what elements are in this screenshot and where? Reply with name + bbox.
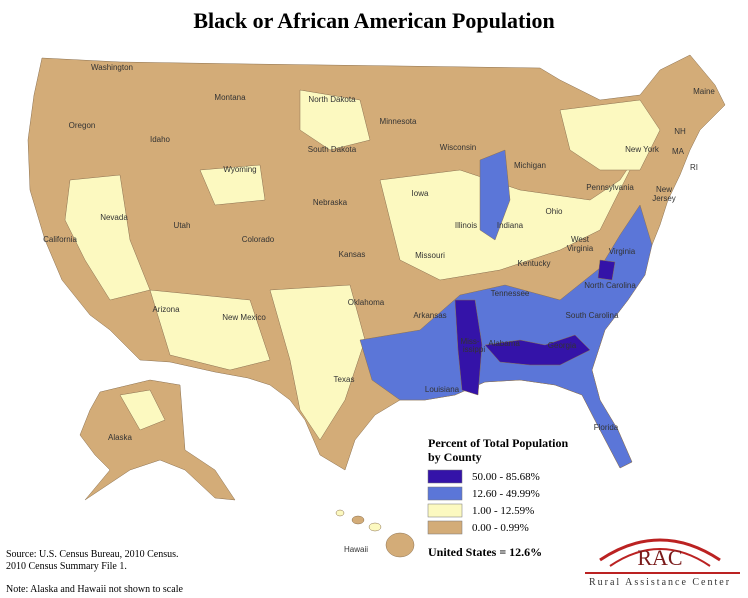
state-label: Arkansas <box>413 311 446 320</box>
legend-swatch <box>427 503 463 518</box>
yellow-region <box>149 289 271 371</box>
yellow-region <box>559 99 661 171</box>
state-label: South Dakota <box>308 145 357 154</box>
source: 2010 Census Summary File 1. <box>6 561 127 572</box>
yellow-region <box>299 89 371 151</box>
state-label: Washington <box>91 63 133 72</box>
yellow-region <box>119 389 166 431</box>
state-label: New Mexico <box>222 313 266 322</box>
state-label: NH <box>674 127 686 136</box>
state-label: Virginia <box>609 247 636 256</box>
state-label: Oregon <box>69 121 96 130</box>
blue-region <box>479 149 511 241</box>
state-label: Florida <box>594 423 619 432</box>
state-label: Iowa <box>412 189 429 198</box>
state-label: Missouri <box>415 251 445 260</box>
state-label: Arizona <box>152 305 180 314</box>
legend-label: 0.00 - 0.99% <box>472 522 529 534</box>
logo: RAC Rural Assistance Center <box>585 538 740 588</box>
legend: Percent of Total Population by County 50… <box>427 436 568 559</box>
legend-swatch <box>427 469 463 484</box>
logo-arch <box>599 538 721 562</box>
state-label: Texas <box>334 375 355 384</box>
state-label: Indiana <box>497 221 524 230</box>
title: Black or African American Population <box>193 8 554 33</box>
alaska <box>79 379 236 501</box>
state-label: Colorado <box>242 235 275 244</box>
state-label: Tennessee <box>491 289 530 298</box>
legend-label: 50.00 - 85.68% <box>472 471 540 483</box>
state-label: issippi <box>463 345 485 354</box>
state-labels: Washington Oregon California Nevada Idah… <box>43 63 715 554</box>
state-label: West <box>571 235 590 244</box>
state-label: Alaska <box>108 433 133 442</box>
state-label: New York <box>625 145 660 154</box>
state-label: Nevada <box>100 213 128 222</box>
legend-swatch <box>427 520 463 535</box>
island <box>385 532 415 558</box>
island <box>335 509 345 517</box>
state-label: Ohio <box>546 207 563 216</box>
logo-arch <box>609 548 711 567</box>
logo-abbr: RAC <box>637 545 682 570</box>
state-label: Miss- <box>460 337 479 346</box>
state-label: North Dakota <box>308 95 356 104</box>
state-label: Maine <box>693 87 715 96</box>
state-label: MA <box>672 147 685 156</box>
state-label: California <box>43 235 77 244</box>
state-label: Hawaii <box>344 545 368 554</box>
yellow-region <box>379 149 641 281</box>
legend-title: Percent of Total Population <box>428 436 568 450</box>
state-label: Montana <box>214 93 246 102</box>
state-label: Wisconsin <box>440 143 476 152</box>
yellow-region <box>269 284 366 441</box>
state-label: Minnesota <box>380 117 417 126</box>
state-label: South Carolina <box>566 311 619 320</box>
state-label: Idaho <box>150 135 171 144</box>
purple-region <box>484 334 591 366</box>
island <box>368 522 382 532</box>
legend-label: 12.60 - 49.99% <box>472 488 540 500</box>
note: Note: Alaska and Hawaii not shown to sca… <box>6 584 183 595</box>
state-label: Alabama <box>488 339 520 348</box>
state-label: Nebraska <box>313 198 348 207</box>
state-label: Michigan <box>514 161 546 170</box>
source: Source: U.S. Census Bureau, 2010 Census. <box>6 549 179 560</box>
state-label: Pennsylvania <box>586 183 634 192</box>
state-label: New <box>656 185 672 194</box>
island <box>351 515 365 525</box>
purple-region <box>597 259 616 281</box>
state-label: Jersey <box>652 194 676 203</box>
legend-items: 50.00 - 85.68% 12.60 - 49.99% 1.00 - 12.59… <box>427 469 540 535</box>
state-label: North Carolina <box>584 281 636 290</box>
state-label: Kentucky <box>518 259 551 268</box>
hawaii <box>335 509 415 558</box>
state-label: RI <box>690 163 698 172</box>
state-label: Virginia <box>567 244 594 253</box>
purple-region <box>454 299 483 396</box>
legend-label: 1.00 - 12.59% <box>472 505 534 517</box>
state-label: Wyoming <box>223 165 256 174</box>
legend-title: by County <box>428 450 482 464</box>
yellow-region <box>64 174 151 301</box>
state-label: Kansas <box>339 250 366 259</box>
logo-name: Rural Assistance Center <box>589 577 731 588</box>
state-label: Oklahoma <box>348 298 385 307</box>
legend-swatch <box>427 486 463 501</box>
state-label: Illinois <box>455 221 477 230</box>
legend-summary: United States = 12.6% <box>428 545 542 559</box>
yellow-region <box>199 164 266 206</box>
state-label: Georgia <box>548 341 577 350</box>
state-label: Louisiana <box>425 385 460 394</box>
state-label: Utah <box>174 221 191 230</box>
